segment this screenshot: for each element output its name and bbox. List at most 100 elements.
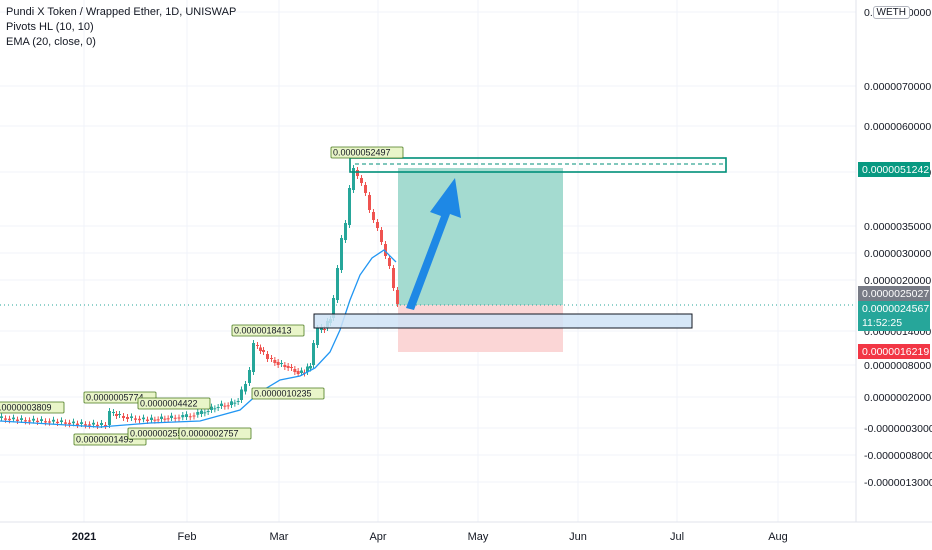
candle-body bbox=[40, 419, 43, 421]
candle-body bbox=[312, 343, 315, 365]
candle-body bbox=[293, 369, 297, 372]
price-axis[interactable]: 0.00000800000.00000700000.00000600000.00… bbox=[855, 0, 932, 522]
candle-body bbox=[24, 420, 27, 422]
candle-body bbox=[290, 367, 293, 368]
candle-body bbox=[340, 238, 343, 270]
candle-body bbox=[323, 329, 326, 330]
currency-badge[interactable]: WETH bbox=[872, 6, 910, 19]
candle-body bbox=[368, 195, 371, 210]
pivot-label: 0.0000005774 bbox=[86, 393, 144, 403]
candle-body bbox=[266, 354, 269, 359]
candle-body bbox=[138, 418, 141, 421]
price-axis-label: 0.0000008000 bbox=[864, 360, 931, 372]
chart-legend: Pundi X Token / Wrapped Ether, 1D, UNISW… bbox=[6, 5, 236, 50]
price-axis-label: 0.0000070000 bbox=[864, 81, 931, 93]
candle-body bbox=[226, 405, 230, 407]
candle-body bbox=[16, 419, 19, 421]
pivot-label-box bbox=[137, 397, 211, 410]
candle-body bbox=[150, 417, 153, 420]
legend-ema[interactable]: EMA (20, close, 0) bbox=[6, 36, 96, 48]
candle-body bbox=[273, 360, 277, 363]
candle-body bbox=[388, 258, 391, 266]
ema-line bbox=[0, 249, 397, 428]
candle-body bbox=[188, 416, 192, 418]
stop-price-tag-bg bbox=[858, 344, 930, 359]
candle-body bbox=[48, 421, 51, 423]
candle-body bbox=[336, 268, 339, 300]
candle-body bbox=[372, 212, 375, 220]
time-axis-label: May bbox=[468, 531, 489, 543]
time-axis[interactable]: 2021 Feb Mar Apr May Jun Jul Aug bbox=[0, 521, 932, 550]
pivot-label-box bbox=[178, 427, 252, 440]
target-price-tag-bg bbox=[858, 162, 930, 177]
price-axis-label: 0.0000020000 bbox=[864, 275, 931, 287]
candle-body bbox=[230, 401, 233, 405]
candle-body bbox=[44, 421, 47, 423]
candle-body bbox=[200, 410, 203, 414]
candle-body bbox=[181, 415, 185, 418]
candle-body bbox=[296, 371, 300, 374]
pivot-label: 0.0000018413 bbox=[234, 326, 292, 336]
candle-body bbox=[236, 401, 240, 402]
candle-body bbox=[233, 402, 237, 404]
legend-pivots[interactable]: Pivots HL (10, 10) bbox=[6, 21, 94, 33]
candle-body bbox=[12, 417, 15, 420]
candle-body bbox=[112, 412, 115, 413]
candle-body bbox=[256, 345, 259, 346]
candle-body bbox=[196, 412, 200, 415]
candle-body bbox=[122, 416, 125, 418]
candle-body bbox=[126, 417, 129, 419]
candle-body bbox=[203, 412, 207, 414]
candle-body bbox=[344, 223, 347, 240]
price-axis-bg bbox=[856, 0, 932, 522]
candle-body bbox=[118, 414, 121, 415]
candle-body bbox=[240, 389, 243, 400]
candle-body bbox=[348, 188, 351, 225]
time-axis-label: 2021 bbox=[72, 531, 96, 543]
candle-body bbox=[60, 420, 63, 422]
candle-body bbox=[56, 421, 59, 423]
time-axis-label: Apr bbox=[369, 531, 386, 543]
candle-body bbox=[364, 185, 367, 193]
candle-body bbox=[68, 422, 71, 425]
candle-body bbox=[28, 420, 31, 422]
target-price-tag: 0.0000051242 bbox=[862, 164, 929, 176]
legend-title[interactable]: Pundi X Token / Wrapped Ether, 1D, UNISW… bbox=[6, 6, 237, 18]
candle-body bbox=[276, 362, 280, 365]
time-axis-label: Jun bbox=[569, 531, 587, 543]
candle-body bbox=[84, 424, 87, 426]
candle-body bbox=[160, 416, 163, 419]
pivot-label: 0.0000003809 bbox=[0, 403, 52, 413]
pivot-label-box bbox=[251, 387, 325, 400]
candle-body bbox=[316, 328, 319, 345]
pivot-label: 0.0000002757 bbox=[181, 429, 239, 439]
candle-body bbox=[384, 244, 387, 256]
last-price-tag: 0.0000024567 bbox=[862, 303, 929, 315]
candle-body bbox=[142, 417, 145, 420]
candle-body bbox=[206, 411, 210, 412]
price-axis-label: 0.0000002000 bbox=[864, 392, 931, 404]
pivot-label-box bbox=[330, 146, 404, 159]
candle-body bbox=[20, 418, 23, 420]
candle-body bbox=[280, 363, 283, 364]
candle-body bbox=[309, 366, 312, 369]
candle-body bbox=[166, 418, 170, 420]
candle-body bbox=[115, 414, 118, 416]
pivot-label: 0.0000004422 bbox=[140, 399, 198, 409]
candle-body bbox=[153, 419, 157, 421]
price-axis-label: 0.0000060000 bbox=[864, 121, 931, 133]
candle-body bbox=[80, 422, 83, 424]
price-axis-label: -0.0000003000 bbox=[864, 423, 932, 435]
candle-body bbox=[108, 411, 111, 425]
time-axis-bg bbox=[0, 522, 932, 550]
ema-path bbox=[0, 249, 397, 428]
time-axis-label: Jul bbox=[670, 531, 684, 543]
candle-body bbox=[146, 419, 149, 421]
candle-body bbox=[156, 419, 160, 421]
candle-body bbox=[270, 358, 273, 359]
candle-body bbox=[96, 424, 99, 426]
candle-body bbox=[0, 416, 3, 418]
candle-body bbox=[4, 418, 7, 420]
drawings[interactable] bbox=[0, 157, 856, 329]
